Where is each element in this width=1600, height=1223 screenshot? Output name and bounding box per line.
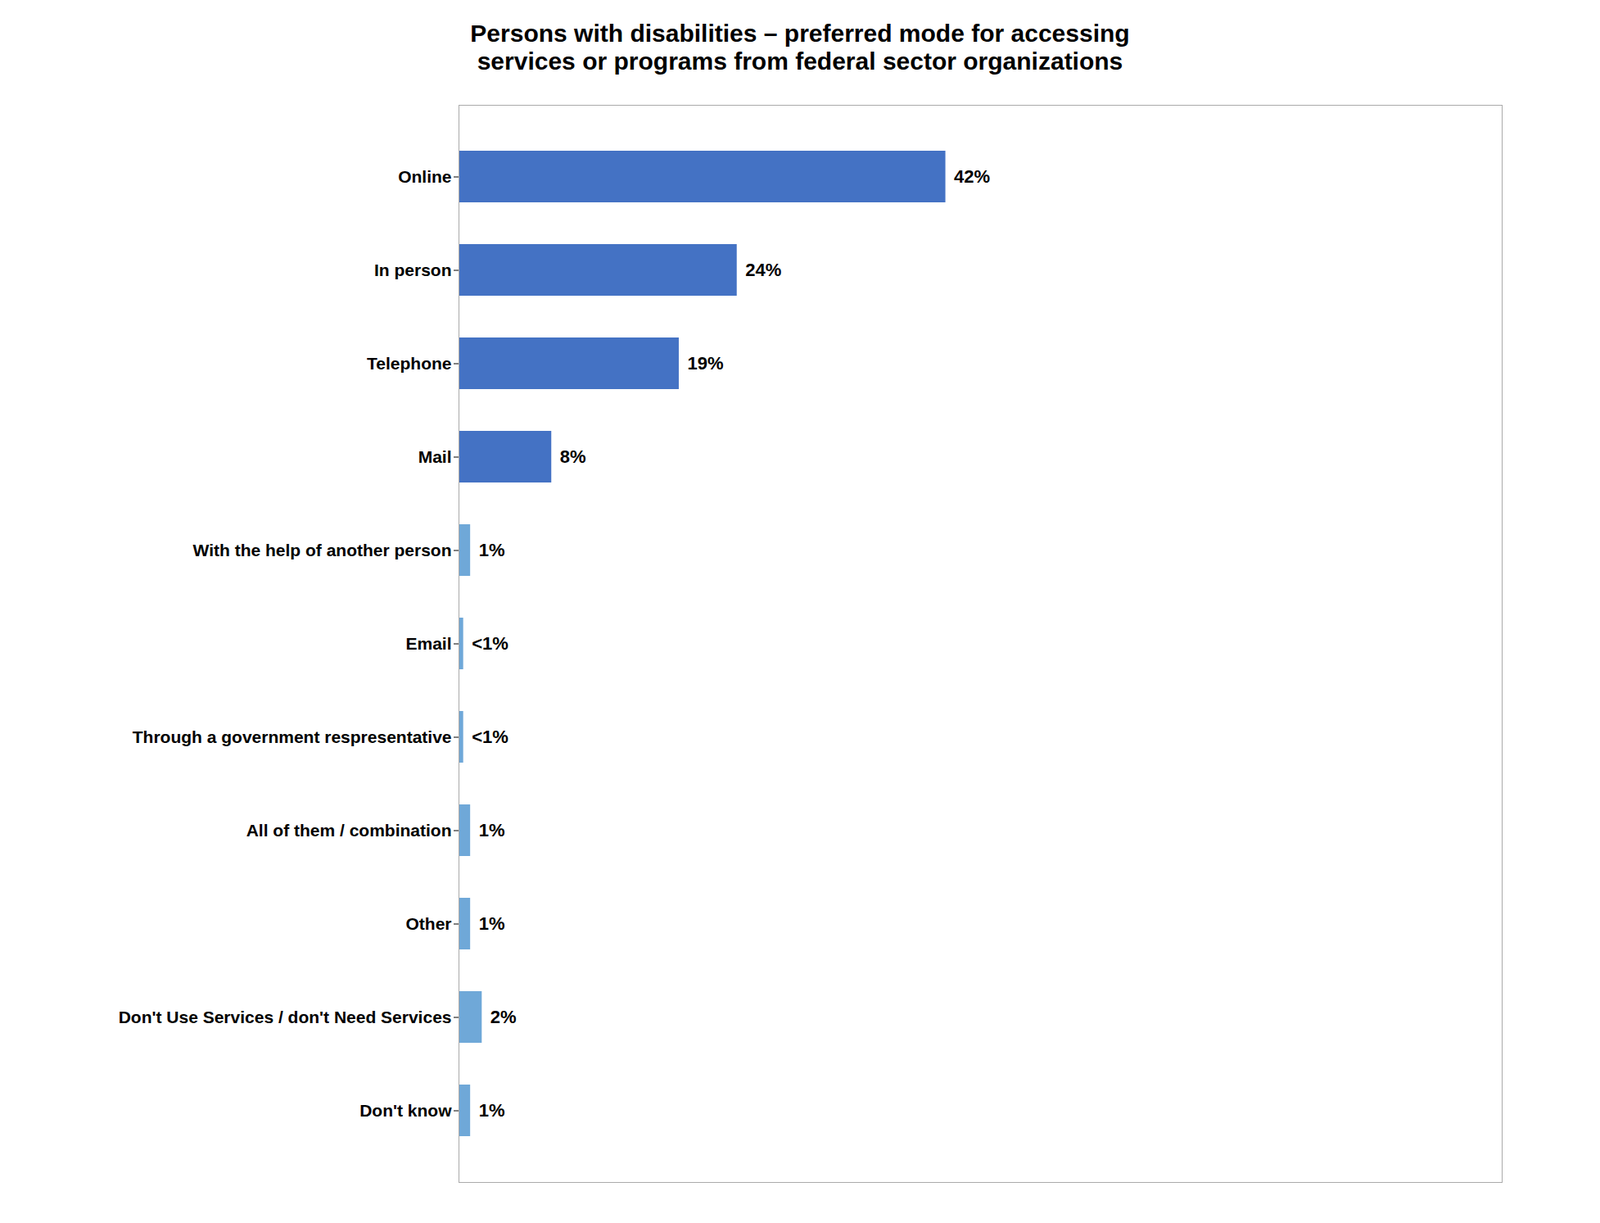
svg-text:Email: Email [405,633,452,653]
svg-text:<1%: <1% [471,726,509,747]
svg-text:Don't know: Don't know [359,1100,452,1120]
svg-text:Don't Use Services / don't Nee: Don't Use Services / don't Need Services [118,1007,452,1026]
svg-text:Other: Other [405,913,452,933]
svg-text:1%: 1% [479,912,506,934]
svg-text:With the help of another perso: With the help of another person [193,540,452,560]
svg-text:19%: 19% [687,352,724,374]
svg-text:1%: 1% [479,539,506,561]
svg-text:In person: In person [374,260,452,280]
html-text:Persons with disabilities – pr: Persons with disabilities – preferred mo… [470,19,1130,75]
svg-text:42%: 42% [953,166,990,187]
svg-text:<1%: <1% [471,632,509,654]
svg-text:8%: 8% [560,446,587,467]
svg-text:1%: 1% [479,1099,506,1121]
svg-text:2%: 2% [490,1006,517,1027]
svg-text:All of them / combination: All of them / combination [246,820,452,840]
svg-text:Through a government respresen: Through a government respresentative [132,727,452,746]
svg-text:Mail: Mail [418,447,452,466]
svg-text:Telephone: Telephone [366,353,452,373]
svg-text:24%: 24% [745,259,782,281]
svg-text:Online: Online [397,167,452,186]
svg-text:1%: 1% [479,819,506,841]
